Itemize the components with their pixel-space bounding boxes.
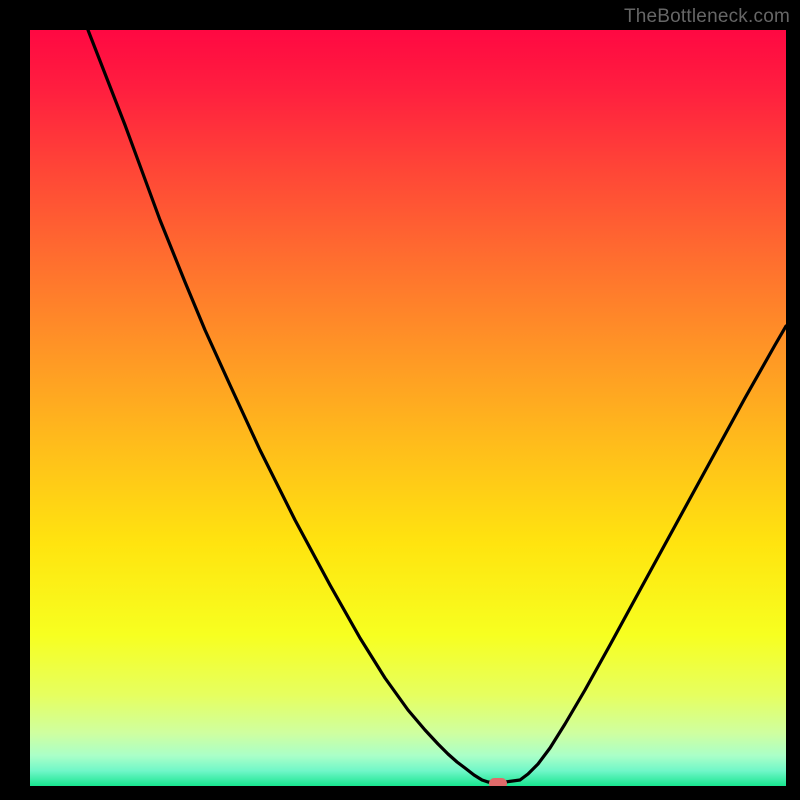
watermark-text: TheBottleneck.com	[624, 6, 790, 28]
optimum-marker	[489, 778, 507, 787]
curve-path	[88, 30, 786, 783]
chart-stage: TheBottleneck.com	[0, 0, 800, 800]
plot-inner-area	[30, 30, 786, 786]
bottleneck-curve	[30, 30, 786, 786]
